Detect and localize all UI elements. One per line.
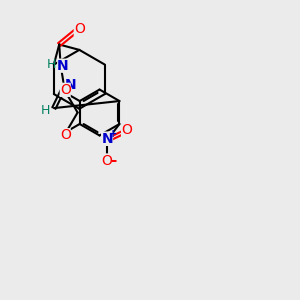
Text: O: O [60,128,71,142]
Text: +: + [110,129,118,139]
Text: N: N [101,132,113,146]
Text: N: N [57,59,69,73]
Text: H: H [40,104,50,117]
Text: O: O [60,83,71,97]
Text: H: H [46,58,56,71]
Text: O: O [74,22,85,36]
Text: O: O [102,154,112,167]
Text: -: - [110,153,117,168]
Text: N: N [65,78,76,92]
Text: O: O [121,124,132,137]
